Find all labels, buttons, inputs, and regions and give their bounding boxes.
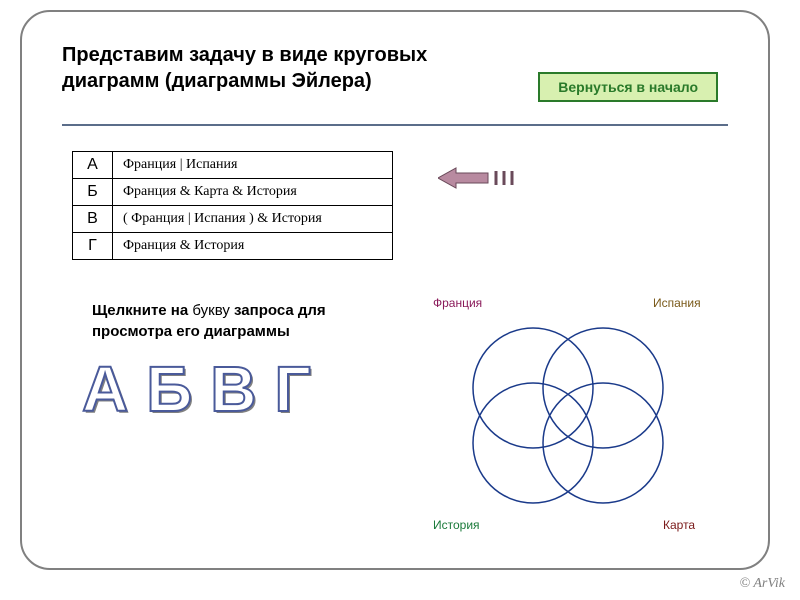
row-query: Франция | Испания: [113, 152, 393, 179]
slide-frame: Представим задачу в виде круговых диагра…: [20, 10, 770, 570]
letter-button-v[interactable]: В: [210, 357, 256, 421]
divider: [62, 124, 728, 126]
arrow-left-icon: [438, 166, 528, 190]
venn-label-spain: Испания: [653, 296, 701, 310]
table-row: Б Франция & Карта & История: [73, 179, 393, 206]
row-query: Франция & История: [113, 233, 393, 260]
back-to-start-button[interactable]: Вернуться в начало: [538, 72, 718, 102]
table-row: В ( Франция | Испания ) & История: [73, 206, 393, 233]
venn-svg: [428, 278, 718, 528]
venn-circle-map: [543, 383, 663, 503]
title-line2: диаграмм (диаграммы Эйлера): [62, 70, 372, 92]
letter-button-b[interactable]: Б: [146, 357, 192, 421]
venn-circle-history: [473, 383, 593, 503]
copyright: © ArVik: [740, 576, 786, 592]
query-table: А Франция | Испания Б Франция & Карта & …: [72, 151, 393, 260]
letter-button-g[interactable]: Г: [274, 357, 310, 421]
venn-label-map: Карта: [663, 518, 695, 532]
arrow-indicator: [438, 166, 528, 190]
instr-part2: букву: [188, 302, 230, 319]
row-label: А: [73, 152, 113, 179]
venn-label-history: История: [433, 518, 480, 532]
row-label: Б: [73, 179, 113, 206]
row-label: В: [73, 206, 113, 233]
venn-circle-france: [473, 328, 593, 448]
table-row: Г Франция & История: [73, 233, 393, 260]
instruction-text: Щелкните на букву запроса для просмотра …: [92, 300, 392, 342]
letter-button-a[interactable]: А: [82, 357, 128, 421]
title-line1: Представим задачу в виде круговых: [62, 44, 427, 66]
table-row: А Франция | Испания: [73, 152, 393, 179]
row-label: Г: [73, 233, 113, 260]
venn-label-france: Франция: [433, 296, 482, 310]
instr-part1: Щелкните на: [92, 302, 188, 319]
venn-diagram: Франция Испания История Карта: [428, 278, 718, 528]
row-query: Франция & Карта & История: [113, 179, 393, 206]
venn-circle-spain: [543, 328, 663, 448]
row-query: ( Франция | Испания ) & История: [113, 206, 393, 233]
